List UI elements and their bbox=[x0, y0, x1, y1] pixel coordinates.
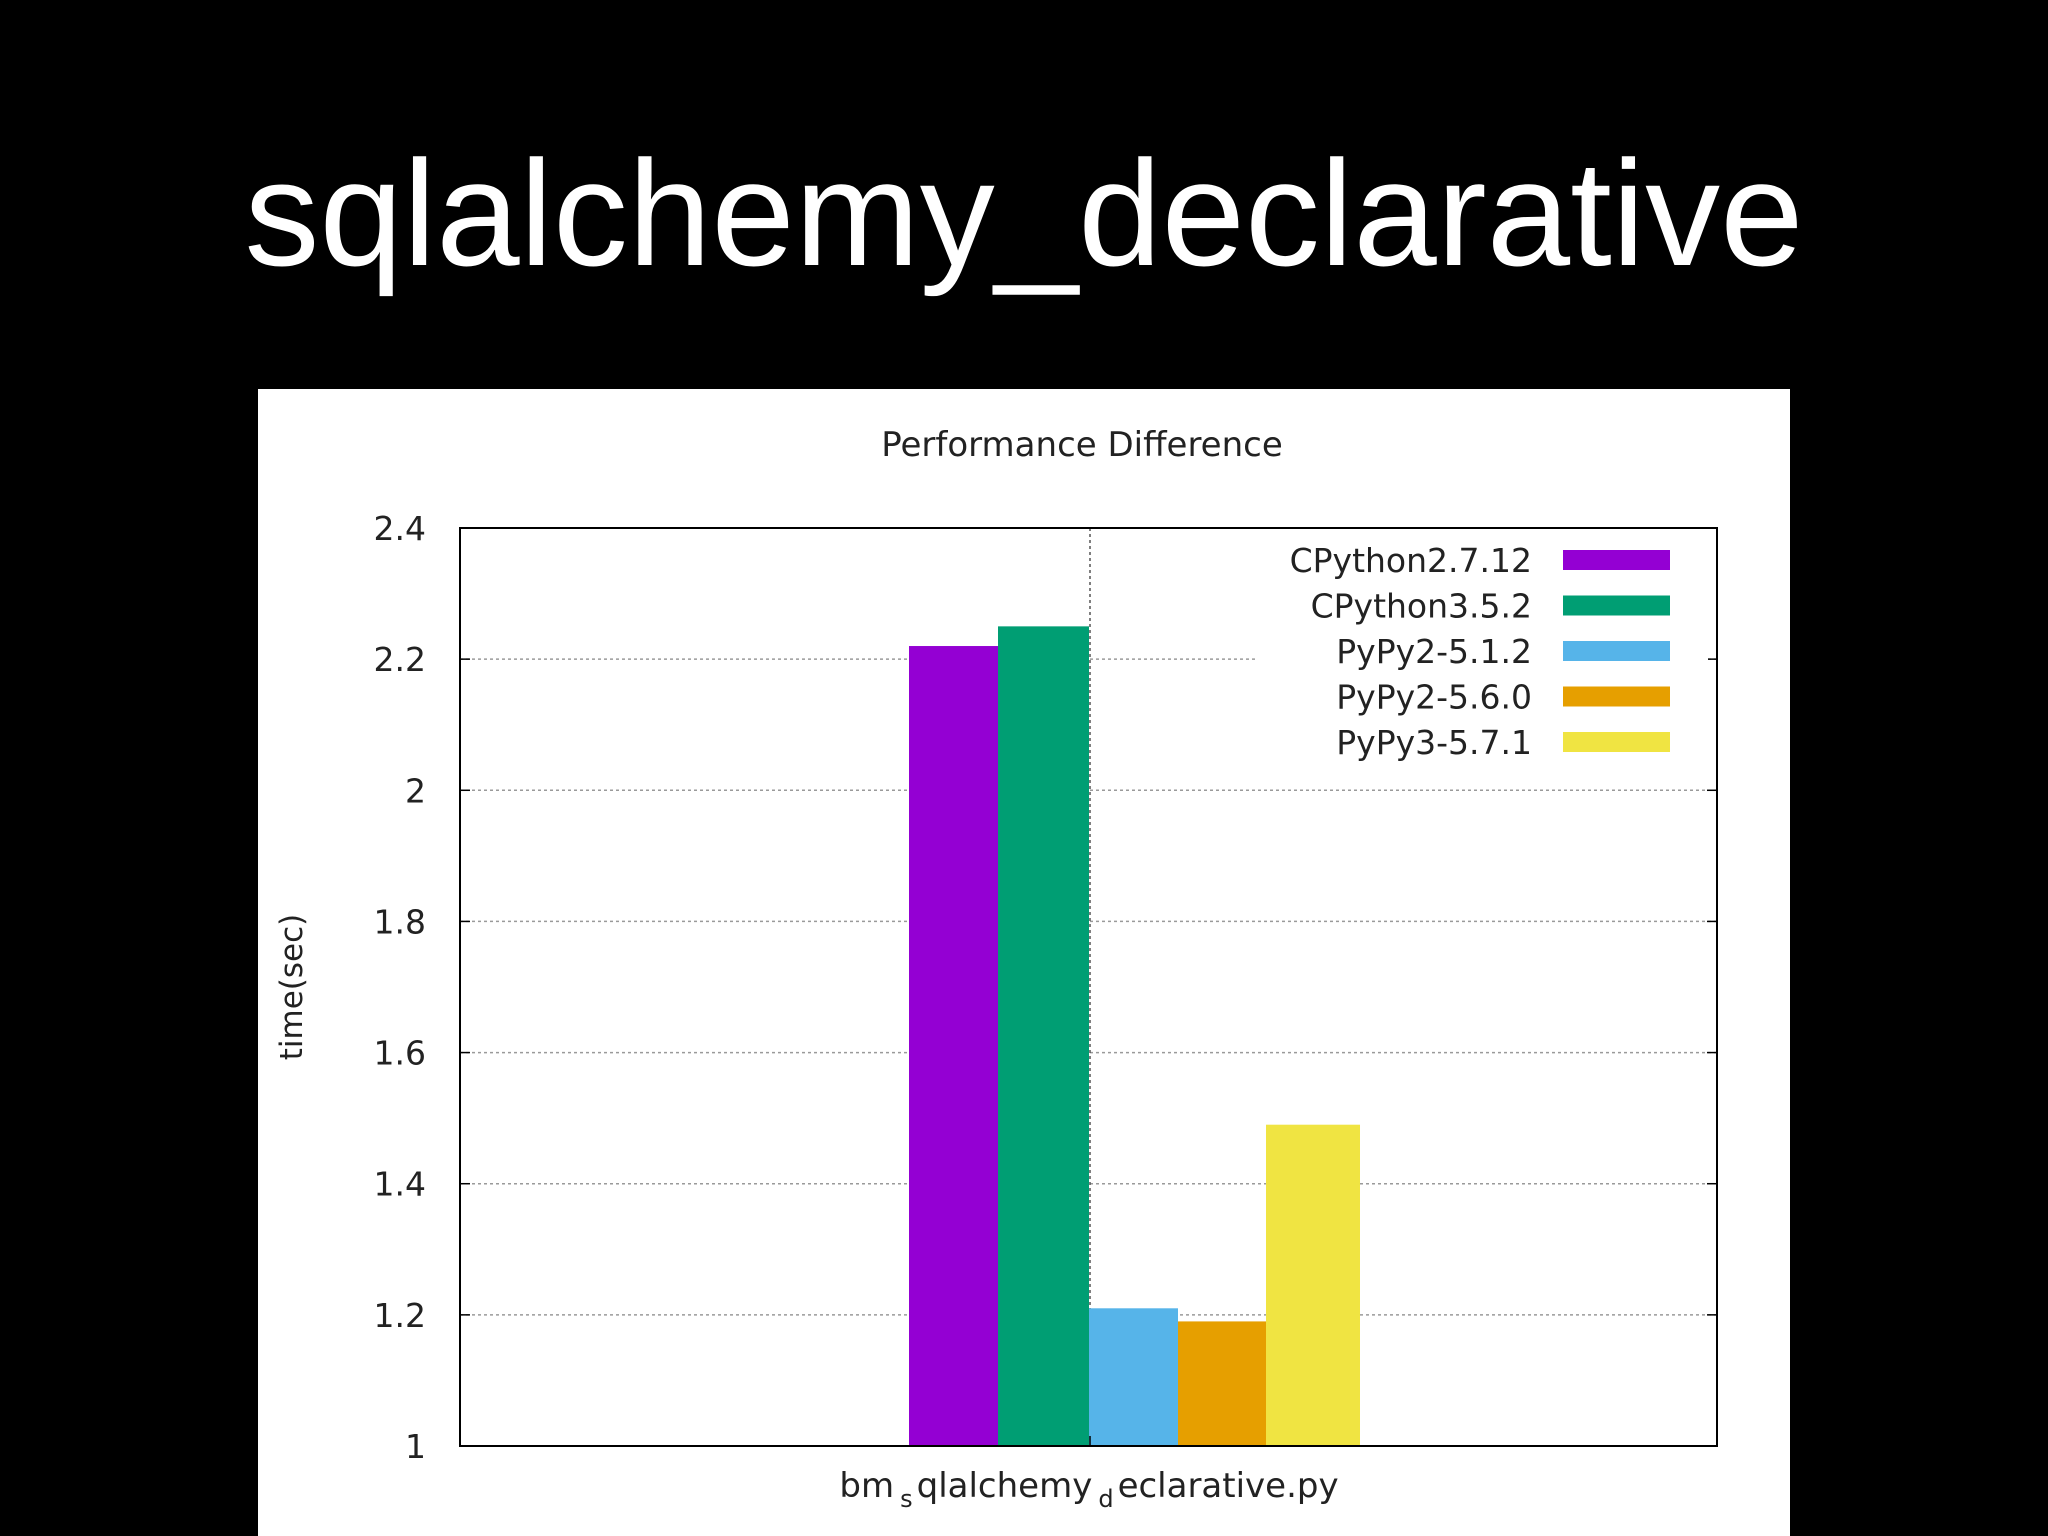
legend-swatch bbox=[1563, 686, 1670, 707]
legend-swatch bbox=[1563, 732, 1670, 752]
x-label-suffix: eclarative.py bbox=[1118, 1466, 1339, 1506]
legend-label: CPython3.5.2 bbox=[1311, 587, 1532, 626]
chart-panel: Performance Difference 1 1.2 1.4 1.6 1.8 2 2.2… bbox=[258, 389, 1790, 1536]
bars bbox=[909, 626, 1360, 1446]
y-tick-label: 1.4 bbox=[374, 1165, 426, 1204]
legend-label: PyPy2-5.1.2 bbox=[1336, 632, 1532, 671]
y-tick-label: 1.6 bbox=[374, 1034, 426, 1073]
y-tick-label: 2.4 bbox=[374, 509, 426, 548]
chart-title: Performance Difference bbox=[881, 425, 1283, 465]
x-label-middle: qlalchemy bbox=[917, 1466, 1093, 1506]
x-axis-label: bm s qlalchemy d eclarative.py bbox=[839, 1466, 1338, 1513]
x-label-sub-2: d bbox=[1098, 1485, 1113, 1513]
slide-title: sqlalchemy_declarative bbox=[244, 129, 1804, 297]
y-tick-label: 2 bbox=[405, 771, 426, 810]
legend-swatch bbox=[1563, 595, 1670, 616]
legend: CPython2.7.12 CPython3.5.2 PyPy2-5.1.2 PyPy… bbox=[1258, 539, 1708, 762]
gridlines bbox=[460, 528, 1717, 1446]
y-tick-label: 1.2 bbox=[374, 1296, 426, 1335]
legend-label: PyPy2-5.6.0 bbox=[1336, 678, 1532, 717]
plot-frame bbox=[459, 527, 1718, 1447]
legend-swatch bbox=[1563, 641, 1670, 661]
bar-chart: Performance Difference 1 1.2 1.4 1.6 1.8 2 2.2… bbox=[274, 425, 1718, 1513]
bar-cpython3-5-2 bbox=[998, 626, 1089, 1446]
y-axis-label: time(sec) bbox=[274, 914, 310, 1061]
legend-label: PyPy3-5.7.1 bbox=[1336, 723, 1532, 762]
bar-pypy2-5-1-2 bbox=[1089, 1308, 1178, 1446]
y-tick-label: 2.2 bbox=[374, 640, 426, 679]
bar-cpython2-7-12 bbox=[909, 646, 998, 1446]
bar-pypy3-5-7-1 bbox=[1266, 1124, 1360, 1446]
x-label-prefix: bm bbox=[839, 1466, 894, 1506]
bar-pypy2-5-6-0 bbox=[1178, 1321, 1266, 1446]
legend-label: CPython2.7.12 bbox=[1290, 541, 1532, 580]
y-tick-label: 1 bbox=[405, 1427, 426, 1466]
y-tick-label: 1.8 bbox=[374, 902, 426, 941]
y-axis-ticks: 1 1.2 1.4 1.6 1.8 2 2.2 2.4 bbox=[374, 509, 1717, 1466]
x-label-sub-1: s bbox=[900, 1485, 913, 1513]
legend-swatch bbox=[1563, 550, 1670, 570]
